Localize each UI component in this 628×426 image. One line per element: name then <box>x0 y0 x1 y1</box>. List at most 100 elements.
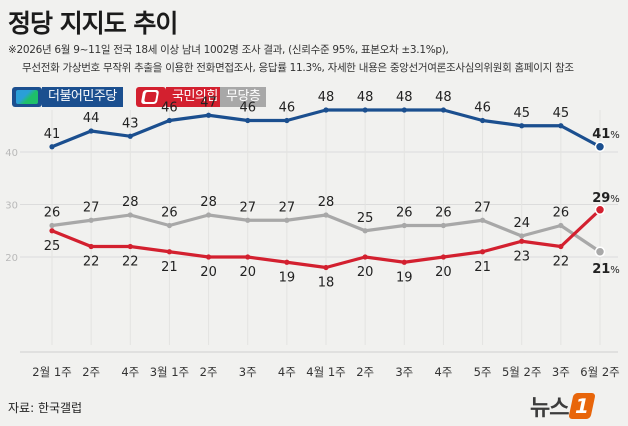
data-label-independent: 27 <box>83 200 100 215</box>
data-point-democratic <box>479 117 486 124</box>
democratic-party-logo-icon <box>12 87 42 107</box>
data-point-democratic <box>323 107 329 113</box>
data-point-democratic <box>205 112 212 118</box>
data-point-ppp <box>127 243 133 250</box>
data-label-ppp: 23 <box>513 249 530 264</box>
x-tick-label: 2월 1주 <box>32 365 71 379</box>
data-point-democratic <box>519 123 525 129</box>
data-label-ppp: 19 <box>279 270 296 285</box>
data-label-democratic: 46 <box>161 101 178 116</box>
data-point-independent <box>440 222 447 229</box>
data-point-democratic <box>558 123 564 129</box>
chart-title: 정당 지지도 추이 <box>8 9 178 38</box>
data-label-democratic: 48 <box>357 90 374 105</box>
y-tick-label-20: 20 <box>5 253 18 264</box>
data-point-democratic <box>127 133 133 139</box>
data-label-democratic: 46 <box>279 101 296 116</box>
data-label-ppp: 20 <box>435 265 452 280</box>
x-tick-label: 5월 2주 <box>502 365 541 379</box>
data-label-ppp: 25 <box>44 239 61 254</box>
data-point-democratic <box>166 117 173 124</box>
data-point-independent <box>362 228 368 234</box>
data-point-independent <box>401 222 407 229</box>
logo-mark: 1 <box>568 393 597 419</box>
data-point-democratic <box>594 141 606 152</box>
survey-note-line-2: 무선전화 가상번호 무작위 추출을 이용한 전화면접조사, 응답률 11.3%,… <box>22 62 574 74</box>
data-point-democratic <box>88 128 94 134</box>
legend-label-independent: 무당층 <box>220 87 267 107</box>
x-tick-label: 2주 <box>200 365 218 379</box>
data-point-ppp <box>88 243 94 250</box>
data-label-ppp: 20 <box>200 265 217 280</box>
data-point-ppp <box>284 259 290 265</box>
legend-item-independent: 무당층 <box>220 87 267 107</box>
data-label-independent: 21% <box>592 262 620 277</box>
data-label-democratic: 48 <box>396 90 413 105</box>
data-label-independent: 27 <box>474 200 491 215</box>
survey-note-line-1: ※2026년 6월 9~11일 전국 18세 이상 남녀 1002명 조사 결과… <box>8 44 449 56</box>
data-point-independent <box>594 246 606 257</box>
x-tick-label: 4주 <box>434 365 452 379</box>
y-tick-label-40: 40 <box>5 148 18 159</box>
data-label-independent: 28 <box>318 195 335 210</box>
data-label-ppp: 20 <box>357 265 374 280</box>
data-label-ppp: 19 <box>396 270 413 285</box>
data-point-independent <box>166 222 173 229</box>
data-point-ppp <box>323 264 329 271</box>
x-tick-label: 5주 <box>474 365 492 379</box>
data-label-ppp: 22 <box>83 255 100 270</box>
data-label-ppp: 20 <box>239 265 256 280</box>
data-label-ppp: 21 <box>474 260 491 275</box>
data-point-ppp <box>440 254 447 260</box>
data-label-democratic: 48 <box>318 90 335 105</box>
data-point-independent <box>323 212 329 218</box>
data-point-independent <box>558 222 564 229</box>
data-label-independent: 27 <box>279 200 296 215</box>
data-label-democratic: 43 <box>122 116 139 131</box>
data-label-democratic: 41% <box>592 127 620 142</box>
data-point-ppp <box>558 243 564 250</box>
data-point-democratic <box>440 107 447 113</box>
x-tick-label: 3주 <box>395 365 413 379</box>
x-tick-label: 4주 <box>278 365 296 379</box>
data-point-democratic <box>401 107 407 113</box>
data-label-ppp: 18 <box>318 276 335 291</box>
data-point-democratic <box>284 117 290 124</box>
data-label-ppp: 21 <box>161 260 178 275</box>
data-label-independent: 28 <box>200 195 217 210</box>
data-point-ppp <box>205 254 212 260</box>
data-label-ppp: 22 <box>553 255 570 270</box>
data-point-independent <box>49 222 55 229</box>
data-point-independent <box>88 217 94 223</box>
data-point-independent <box>479 217 486 223</box>
data-label-democratic: 41 <box>44 127 61 142</box>
y-tick-label-30: 30 <box>5 201 18 212</box>
data-point-independent <box>284 217 290 223</box>
data-point-ppp <box>594 204 606 215</box>
data-label-democratic: 46 <box>474 101 491 116</box>
data-point-independent <box>245 217 251 223</box>
data-label-independent: 26 <box>396 206 413 221</box>
x-tick-label: 3월 1주 <box>150 365 189 379</box>
legend-label-ppp: 국민의힘 <box>166 87 224 107</box>
x-tick-label: 3주 <box>552 365 570 379</box>
logo-text: 뉴스 <box>530 396 569 421</box>
data-label-democratic: 47 <box>200 95 217 110</box>
data-point-independent <box>519 233 525 239</box>
data-label-independent: 26 <box>435 206 452 221</box>
news1-logo: 뉴스 1 <box>530 390 622 422</box>
data-label-ppp: 29% <box>592 191 620 206</box>
data-point-independent <box>127 212 133 218</box>
x-tick-label: 4월 1주 <box>306 365 345 379</box>
data-label-ppp: 22 <box>122 255 139 270</box>
data-point-ppp <box>166 249 173 255</box>
data-label-independent: 28 <box>122 195 139 210</box>
legend-label-democratic: 더불어민주당 <box>42 87 123 107</box>
x-tick-label: 3주 <box>239 365 257 379</box>
data-label-democratic: 46 <box>239 101 256 116</box>
data-label-independent: 27 <box>239 200 256 215</box>
legend-item-ppp: 국민의힘 <box>136 87 224 107</box>
data-point-ppp <box>519 238 525 244</box>
data-label-independent: 26 <box>553 206 570 221</box>
data-point-ppp <box>49 228 55 234</box>
